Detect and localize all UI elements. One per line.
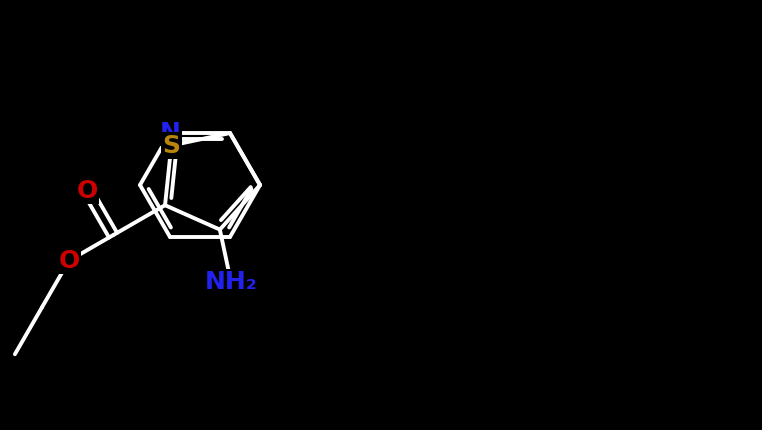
Text: S: S xyxy=(162,133,181,157)
Text: O: O xyxy=(77,179,98,203)
Text: O: O xyxy=(58,249,79,273)
Text: NH₂: NH₂ xyxy=(205,270,258,295)
Text: N: N xyxy=(159,121,181,145)
